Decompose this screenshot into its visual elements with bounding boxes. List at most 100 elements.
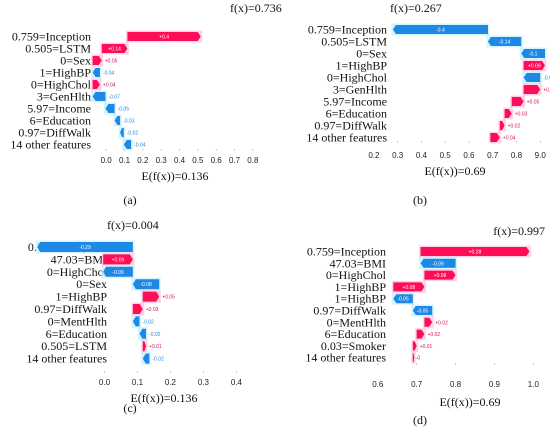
positive-shap-bar <box>416 329 425 339</box>
waterfall-panel-1: 0.2 0.3 0.4 0.5 0.6 0.7 0.8 9.0 0.759=Inception -… <box>306 1 550 207</box>
negative-shap-bar <box>487 37 522 46</box>
positive-shap-bar <box>424 317 433 327</box>
shap-value-label: -0.05 <box>118 107 130 113</box>
feature-label: 0=Sex <box>356 47 387 61</box>
negative-shap-bar <box>393 294 413 304</box>
feature-label: 0.97=DiffWalk <box>18 126 91 140</box>
x-tick-label: 9.0 <box>535 151 547 160</box>
shap-value-label: -0.09 <box>112 270 124 276</box>
x-tick-label: 0.0 <box>101 156 113 165</box>
x-tick-label: 0.4 <box>416 151 428 160</box>
feature-label: 6=Education <box>30 114 91 128</box>
waterfall-panel-0: 0.0 0.1 0.2 0.3 0.4 0.5 0.6 0.7 0.8 0.759=Incepti… <box>10 1 281 207</box>
feature-label: 0=MentHlth <box>48 314 107 328</box>
feature-label: 0=HighChol <box>326 268 387 282</box>
positive-shap-bar <box>523 61 545 70</box>
feature-label: 0.759=Inception <box>307 245 386 259</box>
shap-value-label: +0.09 <box>528 64 541 70</box>
shap-value-label: -0.4 <box>436 28 445 34</box>
negative-shap-bar <box>92 68 100 77</box>
negative-shap-bar <box>132 316 140 327</box>
shap-value-label: +0.05 <box>527 100 540 106</box>
shap-value-label: +0.03 <box>146 307 159 313</box>
x-tick-label: 0.7 <box>487 151 499 160</box>
feature-label: 6=Education <box>326 107 387 121</box>
positive-shap-bar <box>103 254 133 265</box>
shap-value-label: -0.1 <box>529 52 538 58</box>
shap-value-label: +0.02 <box>508 124 521 130</box>
x-tick-label: 0.3 <box>156 156 168 165</box>
positive-shap-bar <box>101 44 128 53</box>
shap-value-label: +0.07 <box>543 88 550 94</box>
shap-value-label: +0.04 <box>503 136 516 142</box>
negative-shap-bar <box>523 73 541 82</box>
positive-shap-bar <box>412 353 415 363</box>
shap-value-label: -0.07 <box>108 95 120 101</box>
negative-shap-bar <box>120 128 124 137</box>
feature-label: 0.03=Smoker <box>321 339 386 353</box>
x-tick-label: 0.5 <box>192 156 204 165</box>
feature-label: 5.97=Income <box>323 95 387 109</box>
positive-shap-bar <box>523 85 541 94</box>
positive-shap-bar <box>142 341 147 352</box>
shap-value-label: -0.02 <box>142 319 154 325</box>
shap-value-label: -0.05 <box>397 297 409 303</box>
negative-shap-bar <box>139 328 147 339</box>
expected-value-label: E(f(x))=0.69 <box>439 395 500 409</box>
feature-label: 6=Education <box>325 327 386 341</box>
x-tick-label: 0.7 <box>411 380 423 389</box>
x-tick-label: 0.3 <box>392 151 404 160</box>
fx-label: f(x)=0.997 <box>493 224 545 238</box>
expected-value-label: E(f(x))=0.136 <box>130 391 197 405</box>
shap-value-label: -0.03 <box>123 119 135 125</box>
shap-value-label: -0.07 <box>543 76 550 82</box>
negative-shap-bar <box>37 242 133 252</box>
positive-shap-bar <box>499 121 505 130</box>
positive-shap-bar <box>393 282 425 292</box>
feature-label: 14 other features <box>305 351 386 365</box>
positive-shap-bar <box>490 133 500 142</box>
positive-shap-bar <box>132 304 143 314</box>
negative-shap-bar <box>420 258 456 268</box>
feature-label: 0=HighChol <box>31 78 92 92</box>
waterfall-panel-2: 0.00.10.20.30.40.759=Inception-0.2947.03… <box>26 218 243 415</box>
feature-label: 0.505=LSTM <box>321 35 387 49</box>
panel-label: (b) <box>413 193 427 207</box>
shap-value-label: +0.4 <box>159 35 169 41</box>
shap-value-label: +0.04 <box>103 83 116 89</box>
feature-label: 0.759=Inception <box>308 23 387 37</box>
negative-shap-bar <box>105 104 115 113</box>
shap-value-label: -0.04 <box>134 143 146 149</box>
x-tick-label: 0.2 <box>137 156 149 165</box>
expected-value-label: E(f(x))=0.69 <box>424 164 485 178</box>
panel-label: (a) <box>123 193 136 207</box>
shap-value-label: -0.02 <box>149 332 161 338</box>
negative-shap-bar <box>92 92 106 101</box>
x-tick-label: 0.8 <box>450 380 462 389</box>
feature-label: 1=HighBP <box>56 290 108 304</box>
feature-label: 0.505=LSTM <box>25 42 91 56</box>
feature-label: 0.97=DiffWalk <box>313 304 386 318</box>
fx-label: f(x)=0.004 <box>107 218 159 232</box>
shap-value-label: -0.04 <box>103 71 115 77</box>
x-tick-label: 0.1 <box>119 156 131 165</box>
x-tick-label: 0.1 <box>132 378 144 387</box>
feature-label: 14 other features <box>306 131 387 145</box>
x-tick-label: 0.4 <box>174 156 186 165</box>
x-tick-label: 0.9 <box>489 380 501 389</box>
feature-label: 0.505=LSTM <box>41 339 107 353</box>
shap-value-label: -0.02 <box>127 131 139 137</box>
shap-value-label: +0.08 <box>434 273 447 279</box>
negative-shap-bar <box>114 116 121 125</box>
shap-value-label: +0.03 <box>515 112 528 118</box>
x-tick-label: 0.5 <box>440 151 452 160</box>
feature-label: 47.03=BMI <box>330 256 386 270</box>
feature-label: 0=HighChol <box>327 71 388 85</box>
feature-label: 5.97=Income <box>27 102 91 116</box>
feature-label: 0.97=DiffWalk <box>314 119 387 133</box>
x-tick-label: 1.0 <box>528 380 540 389</box>
positive-shap-bar <box>92 80 100 89</box>
feature-label: 14 other features <box>10 138 91 152</box>
x-tick-label: 0.0 <box>99 378 111 387</box>
shap-value-label: +0.14 <box>108 47 121 53</box>
